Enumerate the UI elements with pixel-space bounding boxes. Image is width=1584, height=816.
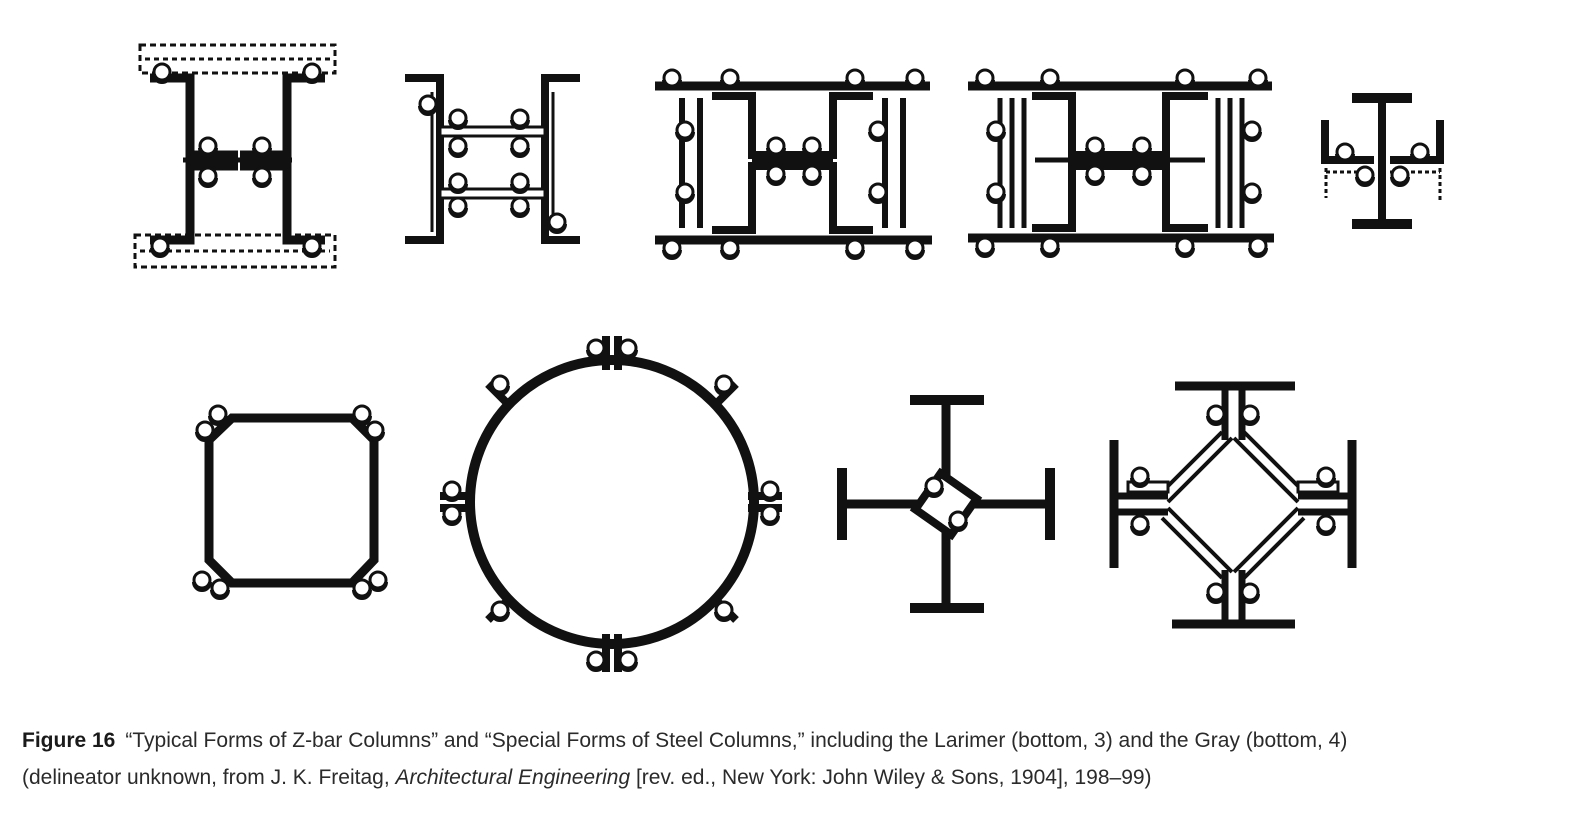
larimer-column	[837, 395, 1055, 613]
z-bar-column-with-dashed-plates	[133, 43, 337, 269]
caption-book-title: Architectural Engineering	[395, 766, 631, 789]
column-drawings	[133, 43, 1444, 672]
z-bar-column-double-h	[655, 68, 932, 260]
circular-column	[440, 336, 782, 672]
figure-label: Figure 16	[22, 729, 116, 752]
caption-text-2: (delineator unknown, from J. K. Freitag,	[22, 766, 396, 789]
octagonal-column	[192, 404, 388, 600]
z-bar-column-double-h-with-web	[968, 68, 1274, 258]
i-beam-column-with-angles	[1321, 93, 1444, 229]
caption-text-3: [rev. ed., New York: John Wiley & Sons, …	[630, 766, 1152, 789]
caption-text-1: “Typical Forms of Z-bar Columns” and “Sp…	[125, 729, 1348, 752]
figure-caption: Figure 16 “Typical Forms of Z-bar Columns…	[22, 722, 1562, 796]
gray-column	[1109, 381, 1357, 629]
z-bar-column-with-tie-plates	[405, 74, 580, 244]
